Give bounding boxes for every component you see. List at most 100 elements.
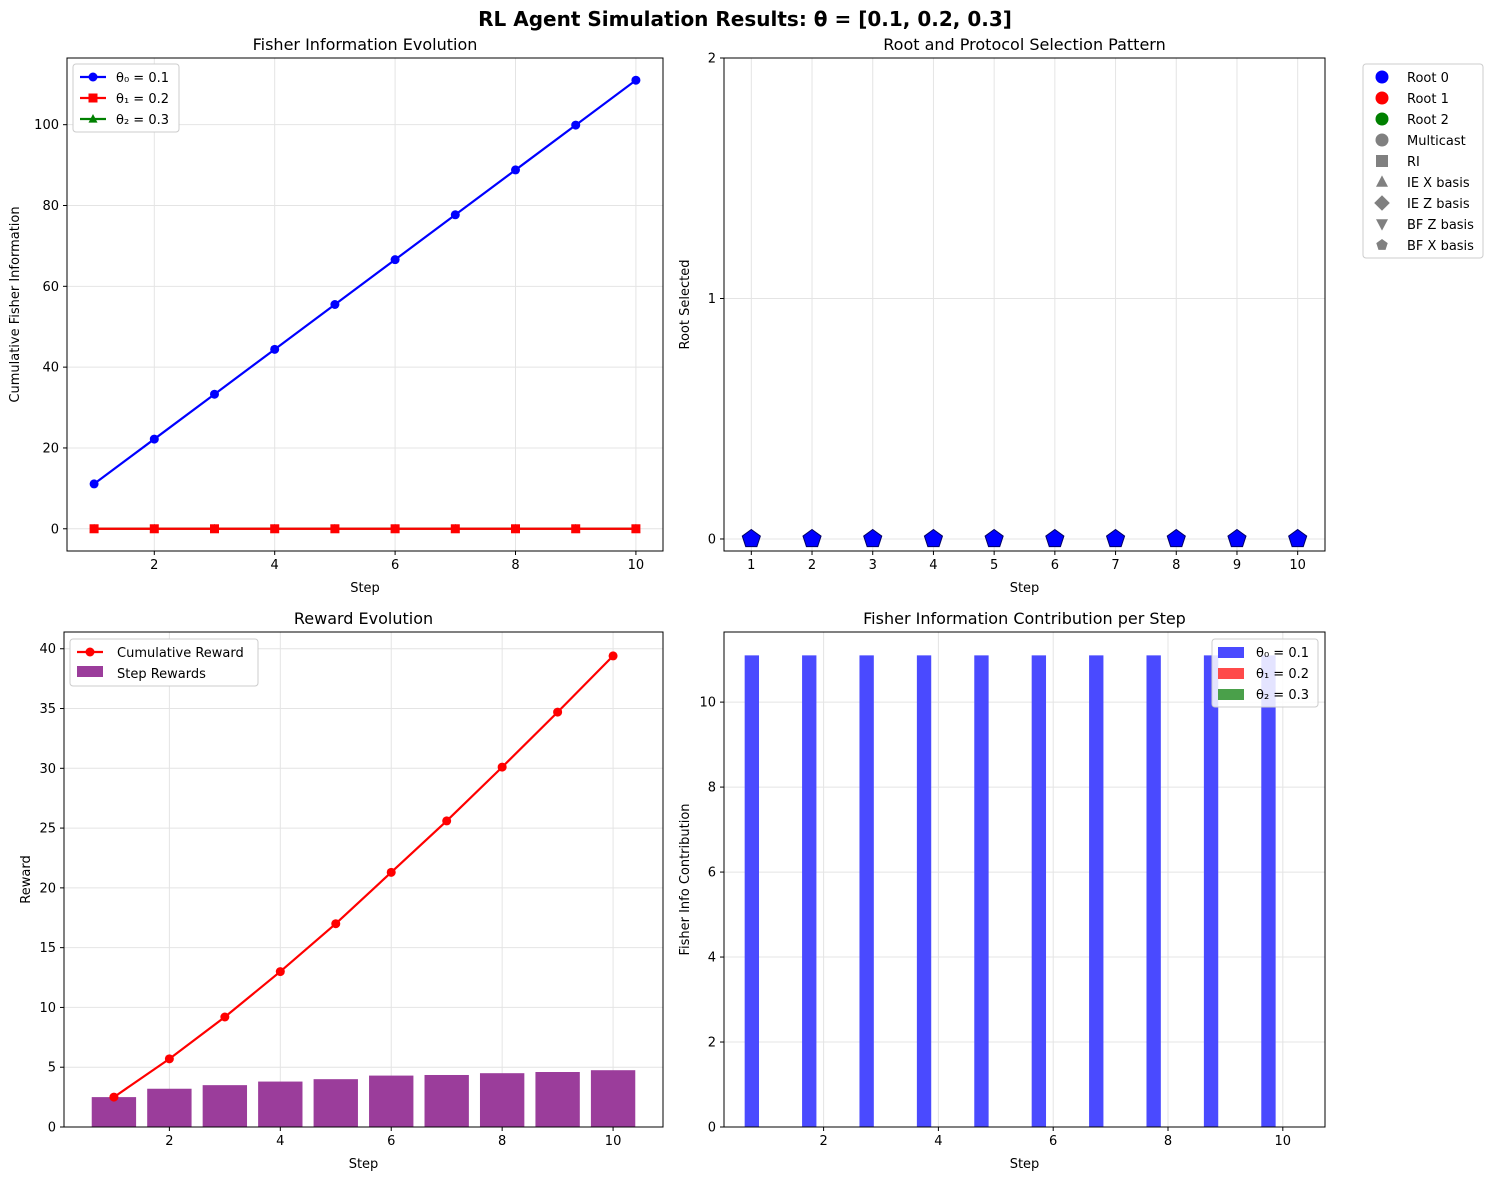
y-tick-label: 60	[42, 280, 59, 295]
x-tick-label: 2	[150, 558, 158, 573]
legend-swatch	[1218, 668, 1244, 679]
legend-label: BF Z basis	[1407, 218, 1474, 233]
x-tick-label: 8	[498, 1134, 506, 1149]
data-point	[450, 524, 460, 534]
y-axis-label: Cumulative Fisher Information	[8, 206, 23, 402]
data-point	[741, 528, 761, 548]
legend-label: RI	[1407, 155, 1420, 170]
y-tick-label: 20	[39, 881, 56, 896]
data-point	[631, 524, 641, 534]
legend-label: IE Z basis	[1407, 197, 1470, 212]
bar	[1261, 655, 1276, 1127]
axes-frame	[723, 631, 1326, 1128]
x-tick-label: 5	[990, 558, 998, 573]
y-tick-label: 8	[708, 781, 716, 796]
y-tick-label: 0	[51, 522, 59, 537]
legend-marker	[88, 72, 98, 82]
legend-marker	[1375, 112, 1389, 126]
bar	[369, 1075, 414, 1127]
legend-marker	[1375, 70, 1389, 84]
data-point	[1105, 528, 1126, 548]
chart-fisher_contribution: 2 4 6 8 10 0 2 4 6 8 10 Fisher Information Contribu…	[678, 609, 1326, 1172]
data-point	[511, 165, 521, 175]
bar	[802, 655, 817, 1127]
bar	[535, 1072, 580, 1127]
legend-label: Root 1	[1407, 92, 1449, 107]
data-point	[275, 967, 285, 977]
data-point	[497, 762, 507, 772]
legend-marker	[1376, 239, 1388, 250]
data-point	[149, 434, 159, 444]
y-tick-label: 0	[708, 1121, 716, 1136]
x-tick-label: 7	[1111, 558, 1119, 573]
legend-label: θ₁ = 0.2	[116, 92, 169, 107]
x-tick-label: 6	[1049, 1134, 1057, 1149]
legend-label: θ₁ = 0.2	[1256, 667, 1309, 682]
chart-title: Fisher Information Contribution per Step	[863, 609, 1186, 628]
y-tick-label: 2	[708, 1036, 716, 1051]
x-tick-label: 8	[1164, 1134, 1172, 1149]
y-tick-label: 40	[39, 642, 56, 657]
y-tick-label: 4	[708, 951, 716, 966]
bar	[479, 1073, 525, 1127]
data-point	[553, 707, 563, 717]
data-point	[450, 210, 460, 220]
x-axis-label: Step	[1010, 1157, 1040, 1172]
legend-label: Root 0	[1407, 71, 1449, 86]
legend-label: θ₂ = 0.3	[116, 113, 169, 128]
legend-label: Cumulative Reward	[117, 646, 244, 661]
legend-marker	[88, 114, 98, 123]
legend-box	[69, 638, 259, 687]
x-tick-label: 6	[387, 1134, 395, 1149]
legend-label: θ₂ = 0.3	[1256, 688, 1309, 703]
data-point	[511, 524, 521, 534]
x-tick-label: 8	[1172, 558, 1180, 573]
data-point	[270, 344, 280, 354]
data-point	[571, 120, 581, 130]
legend-label: Multicast	[1407, 134, 1466, 149]
x-tick-label: 4	[929, 558, 937, 573]
data-point	[1288, 528, 1308, 548]
data-point	[330, 300, 340, 309]
x-tick-label: 8	[511, 558, 519, 573]
y-tick-label: 6	[708, 866, 716, 881]
x-tick-label: 2	[819, 1134, 827, 1149]
data-point	[270, 524, 280, 534]
data-point	[109, 1092, 119, 1102]
y-axis-label: Fisher Info Contribution	[678, 803, 693, 955]
x-axis-label: Step	[349, 1157, 379, 1172]
x-tick-label: 10	[1275, 1134, 1292, 1149]
x-tick-label: 1	[747, 558, 755, 573]
y-tick-label: 0	[48, 1121, 56, 1136]
chart-title: Fisher Information Evolution	[253, 35, 478, 54]
legend: Root 0 Root 1 Root 2 Multicast RI IE X basis I…	[1362, 63, 1484, 259]
y-tick-label: 1	[708, 292, 716, 307]
y-tick-label: 2	[708, 52, 716, 67]
legend-box	[72, 63, 180, 133]
legend: Cumulative Reward Step Rewards	[69, 638, 259, 687]
data-point	[1045, 528, 1065, 548]
y-tick-label: 80	[42, 199, 59, 214]
bar	[744, 655, 760, 1127]
legend-label: θ₀ = 0.1	[1256, 646, 1309, 661]
bar	[1203, 655, 1219, 1127]
x-axis-label: Step	[1010, 581, 1040, 596]
y-axis-label: Reward	[19, 855, 34, 903]
legend-box	[1362, 63, 1484, 259]
data-point	[89, 524, 99, 534]
x-tick-label: 10	[605, 1134, 622, 1149]
y-tick-label: 100	[34, 118, 59, 133]
series-line	[113, 655, 614, 1099]
data-point	[390, 524, 400, 534]
data-point	[984, 528, 1004, 548]
legend-marker	[1375, 91, 1389, 105]
series-0	[89, 75, 641, 489]
y-tick-label: 35	[39, 702, 56, 717]
chart-title: Root and Protocol Selection Pattern	[883, 35, 1165, 54]
chart-title: Reward Evolution	[294, 609, 433, 628]
legend-label: IE X basis	[1407, 176, 1470, 191]
axes-frame	[66, 57, 664, 552]
data-point	[209, 389, 219, 399]
legend-marker	[1374, 195, 1390, 211]
